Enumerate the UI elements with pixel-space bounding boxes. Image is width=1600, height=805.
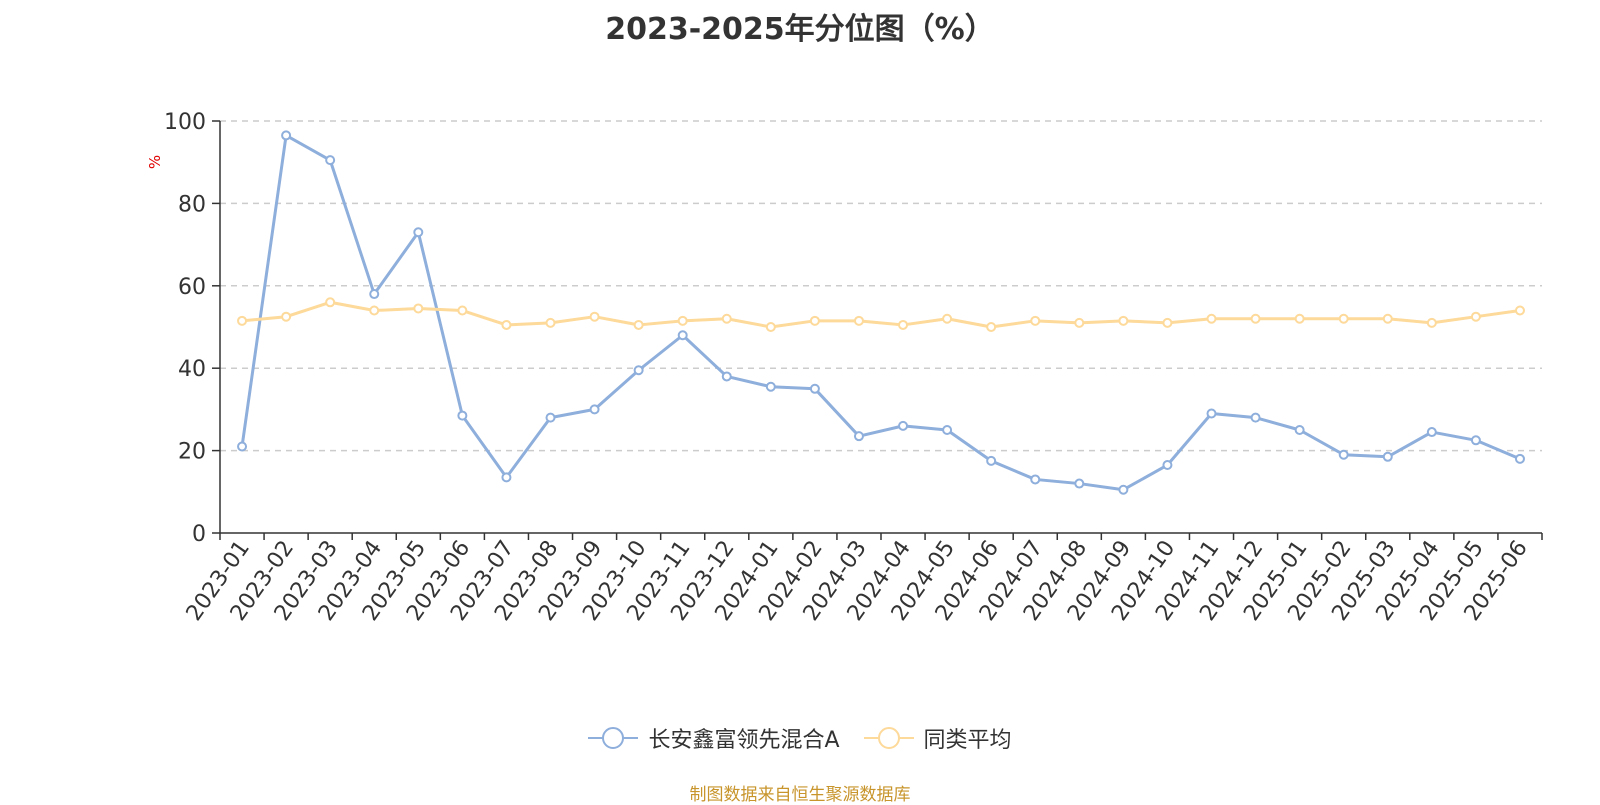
series-lines <box>237 130 1525 495</box>
y-tick-label: 0 <box>192 522 206 547</box>
data-point-0[interactable] <box>898 420 909 431</box>
data-point-0[interactable] <box>1118 484 1129 495</box>
data-point-0[interactable] <box>1206 408 1217 419</box>
data-point-1[interactable] <box>545 317 556 328</box>
data-point-1[interactable] <box>501 319 512 330</box>
data-point-1[interactable] <box>1338 313 1349 324</box>
y-tick-labels: 0 20 40 60 80 100 <box>164 110 206 547</box>
data-point-1[interactable] <box>1426 317 1437 328</box>
data-point-0[interactable] <box>589 404 600 415</box>
data-point-0[interactable] <box>1514 453 1525 464</box>
data-point-0[interactable] <box>457 410 468 421</box>
y-axis-label: % <box>146 155 164 169</box>
data-point-1[interactable] <box>721 313 732 324</box>
data-point-1[interactable] <box>633 319 644 330</box>
data-point-1[interactable] <box>369 305 380 316</box>
data-point-0[interactable] <box>809 383 820 394</box>
data-point-1[interactable] <box>1250 313 1261 324</box>
data-point-0[interactable] <box>942 425 953 435</box>
data-point-0[interactable] <box>281 130 292 141</box>
data-point-0[interactable] <box>1250 412 1261 423</box>
line-chart: 2023-012023-022023-032023-042023-052023-… <box>146 110 1543 626</box>
data-point-0[interactable] <box>1030 474 1041 485</box>
data-point-0[interactable] <box>1338 449 1349 460</box>
legend: 长安鑫富领先混合A 同类平均 <box>0 722 1600 754</box>
data-point-1[interactable] <box>677 315 688 326</box>
data-point-0[interactable] <box>633 365 644 376</box>
grid-lines <box>220 120 1542 452</box>
data-point-1[interactable] <box>853 315 864 326</box>
legend-marker-series-b <box>863 727 914 749</box>
axes <box>212 120 1543 540</box>
legend-marker-series-a <box>588 727 639 749</box>
y-tick-label: 40 <box>178 357 206 382</box>
data-point-1[interactable] <box>765 322 776 332</box>
data-point-1[interactable] <box>1470 311 1481 322</box>
y-tick-label: 60 <box>178 275 206 300</box>
data-point-1[interactable] <box>1382 313 1393 324</box>
data-point-1[interactable] <box>325 297 336 308</box>
data-point-1[interactable] <box>1162 317 1173 328</box>
data-point-1[interactable] <box>809 315 820 326</box>
data-point-1[interactable] <box>1206 313 1217 324</box>
data-point-1[interactable] <box>1030 315 1041 326</box>
legend-label-series-a: 长安鑫富领先混合A <box>648 728 840 753</box>
data-point-1[interactable] <box>281 311 292 322</box>
data-point-0[interactable] <box>1162 460 1173 471</box>
y-tick-label: 80 <box>178 192 206 217</box>
series-line-0 <box>240 133 1521 492</box>
data-point-1[interactable] <box>237 315 248 326</box>
source-note: 制图数据来自恒生聚源数据库 <box>689 785 911 805</box>
data-point-1[interactable] <box>986 322 997 332</box>
data-point-1[interactable] <box>1074 317 1085 328</box>
data-point-0[interactable] <box>765 381 776 392</box>
y-tick-label: 20 <box>178 440 206 465</box>
data-point-0[interactable] <box>369 289 380 300</box>
legend-item-series-a[interactable]: 长安鑫富领先混合A <box>588 722 840 754</box>
data-point-0[interactable] <box>1294 425 1305 435</box>
data-point-1[interactable] <box>898 319 909 330</box>
data-point-1[interactable] <box>413 303 424 314</box>
data-point-0[interactable] <box>1382 451 1393 462</box>
data-point-0[interactable] <box>1470 435 1481 446</box>
data-point-0[interactable] <box>677 330 688 341</box>
data-point-0[interactable] <box>986 455 997 466</box>
legend-item-series-b[interactable]: 同类平均 <box>863 722 1012 754</box>
data-point-1[interactable] <box>1514 305 1525 316</box>
data-point-1[interactable] <box>1294 313 1305 324</box>
data-point-0[interactable] <box>1426 427 1437 438</box>
y-tick-label: 100 <box>164 110 206 135</box>
data-point-0[interactable] <box>853 431 864 442</box>
legend-label-series-b: 同类平均 <box>923 728 1012 753</box>
data-point-0[interactable] <box>237 441 248 452</box>
chart-title: 2023-2025年分位图（%） <box>605 12 995 47</box>
data-point-1[interactable] <box>457 305 468 316</box>
data-point-0[interactable] <box>545 412 556 423</box>
data-point-0[interactable] <box>325 155 336 166</box>
series-line-1 <box>241 300 1521 329</box>
data-point-1[interactable] <box>589 311 600 322</box>
data-point-1[interactable] <box>1118 315 1129 326</box>
data-point-0[interactable] <box>721 371 732 382</box>
data-point-0[interactable] <box>1074 478 1085 489</box>
data-point-0[interactable] <box>413 227 424 238</box>
x-tick-labels: 2023-012023-022023-032023-042023-052023-… <box>182 536 1533 626</box>
data-point-1[interactable] <box>942 313 953 324</box>
data-point-0[interactable] <box>501 472 512 483</box>
